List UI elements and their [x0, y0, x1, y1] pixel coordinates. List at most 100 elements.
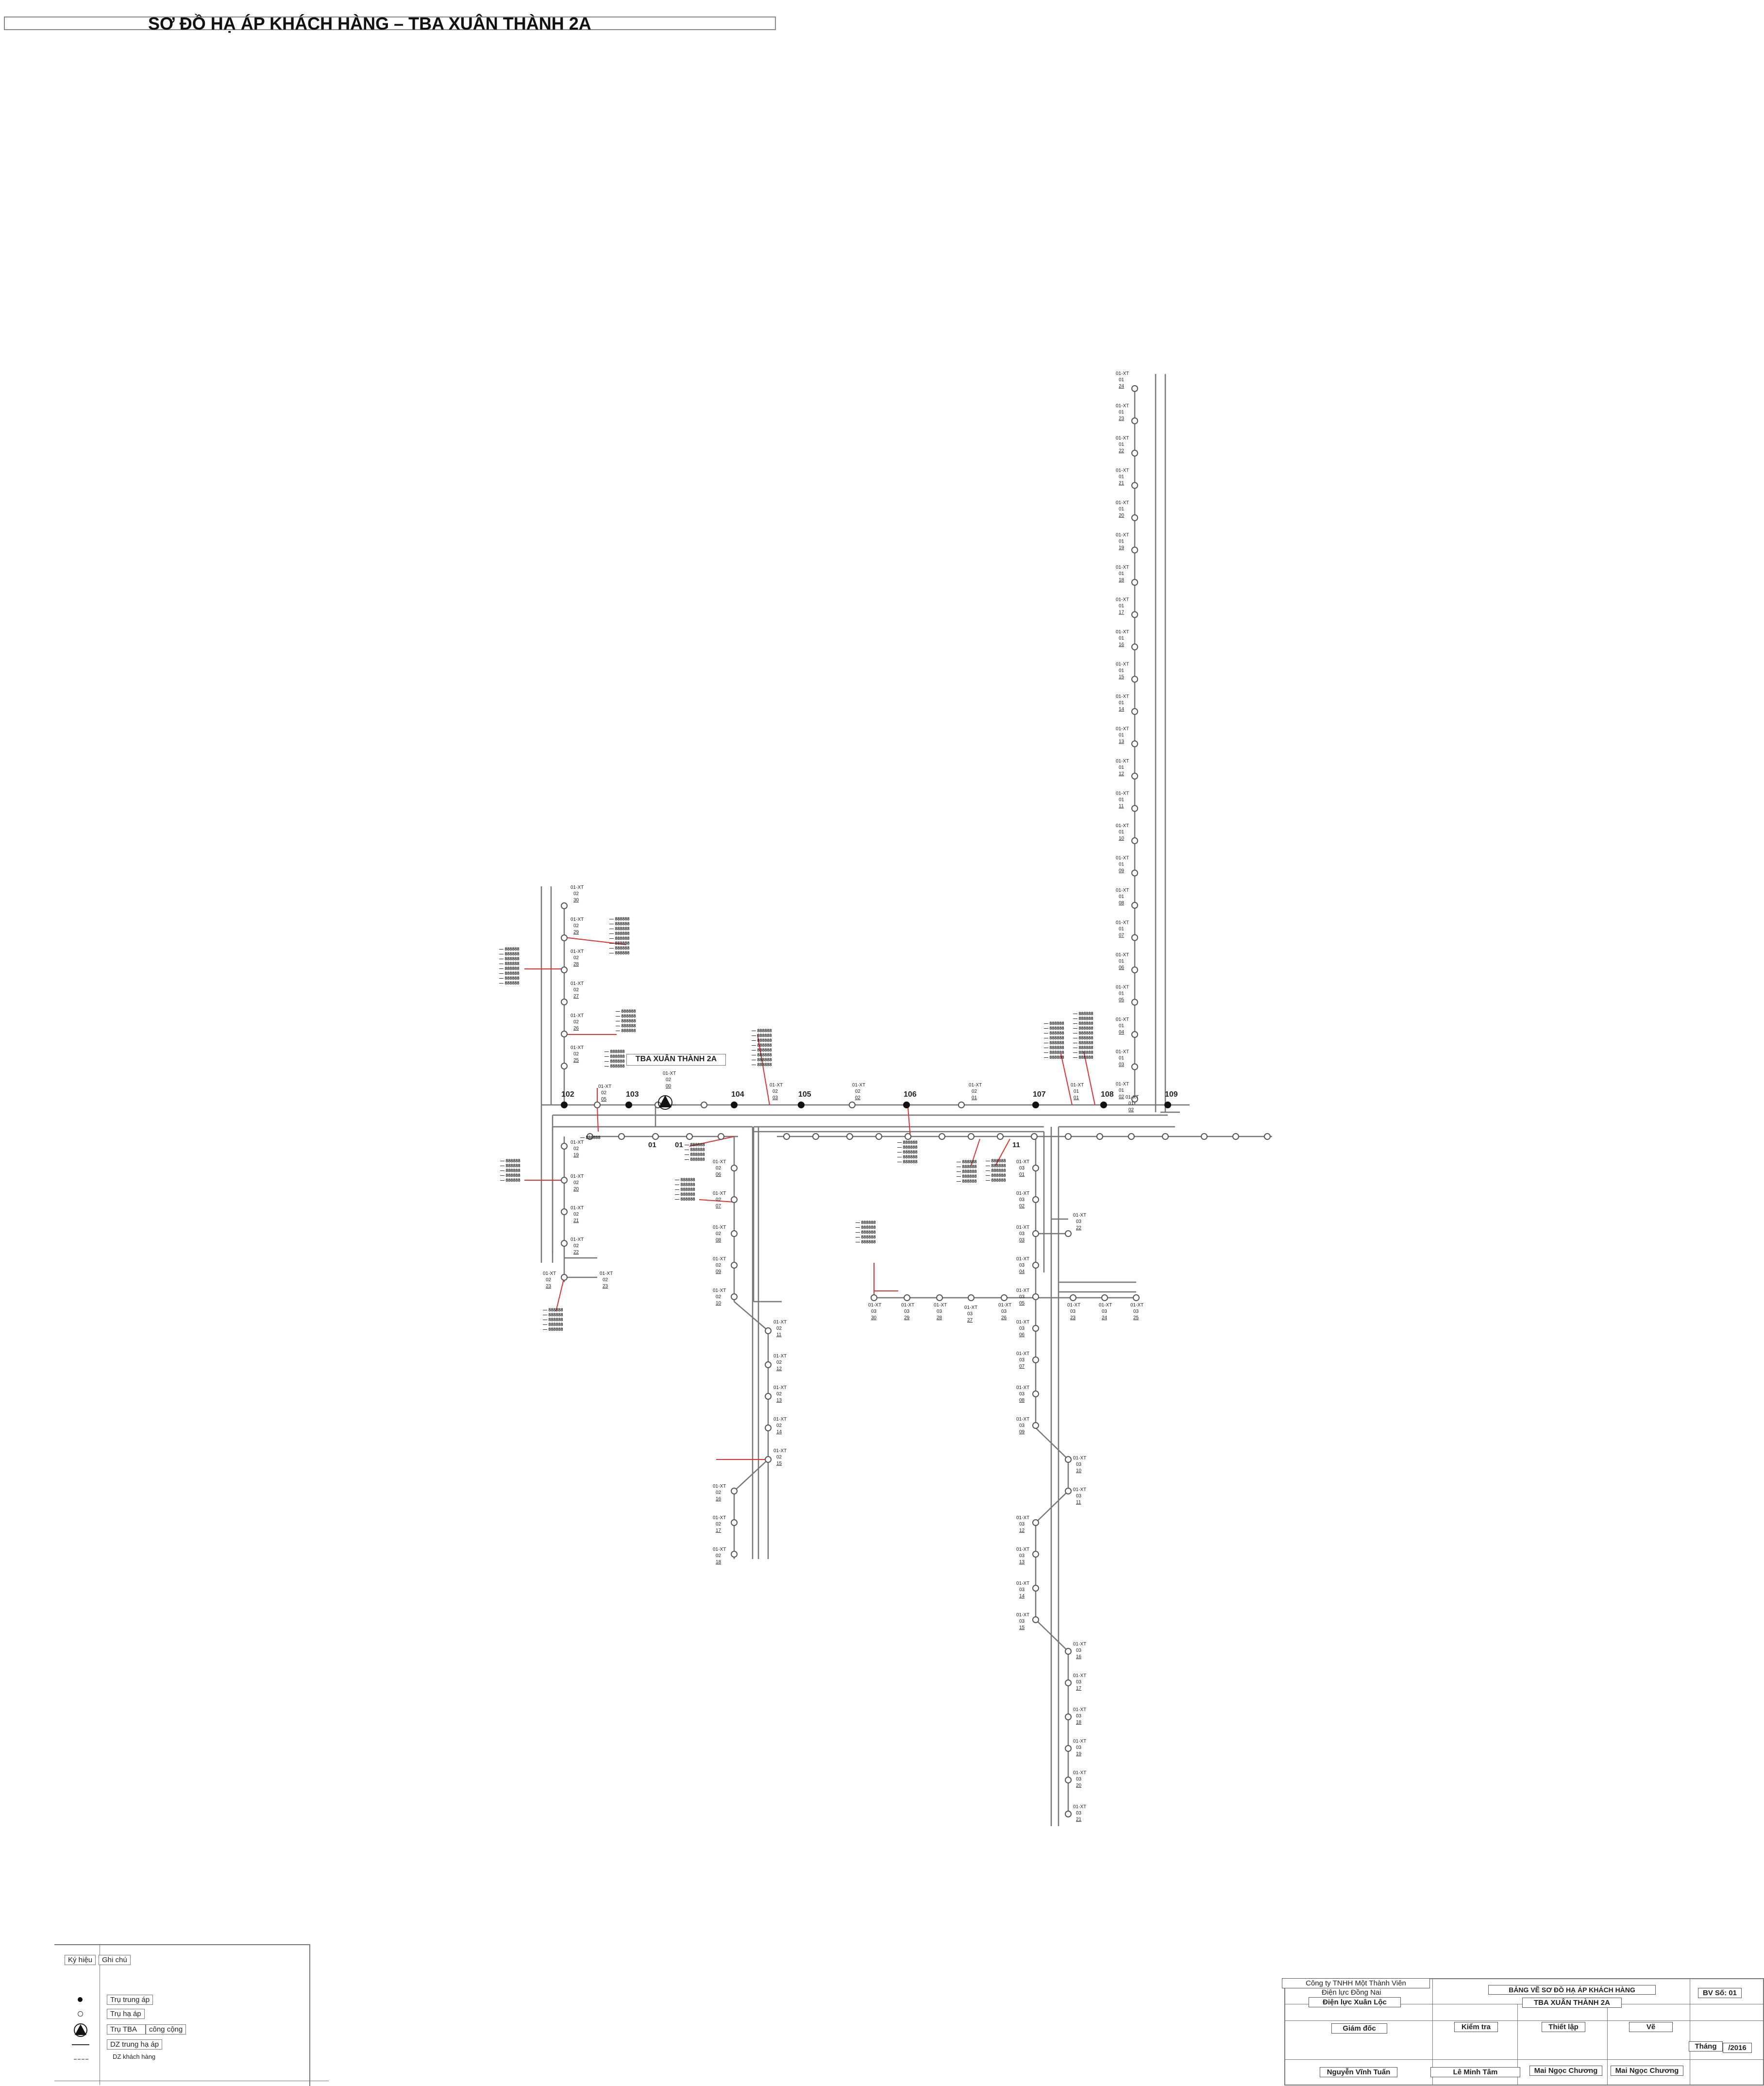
- north-pole-label: 01-XT: [1116, 985, 1129, 990]
- open-dot-icon: [78, 2011, 83, 2017]
- customer-code: — 888888: [605, 1054, 625, 1059]
- legend-item-lv-pole: Trụ hạ áp: [107, 2009, 145, 2019]
- north-pole-label: 22: [1119, 448, 1125, 454]
- trunk-pole-label: 01-XT: [663, 1071, 676, 1076]
- customer-code: — 888888: [1044, 1050, 1064, 1055]
- east-south-pole-label: 08: [1019, 1398, 1025, 1403]
- central-south-pole-label: 01-XT: [713, 1225, 726, 1230]
- transformer-icon: [659, 1095, 672, 1107]
- customer-code: — 888888: [499, 971, 520, 976]
- trunk-pole-label: 00: [666, 1084, 672, 1089]
- customer-code: — 888888: [685, 1142, 705, 1147]
- lv-pole-node: [686, 1133, 693, 1140]
- customer-code: — 888888: [986, 1168, 1006, 1173]
- lv-pole-node: [765, 1425, 772, 1431]
- east-south-pole-label: 01-XT: [1016, 1320, 1029, 1325]
- east-south-pole-label: 01-XT: [1016, 1547, 1029, 1552]
- legend-header-symbol: Ký hiệu: [65, 1955, 96, 1965]
- east-south-pole-label: 03: [1019, 1166, 1025, 1171]
- east-south-pole-label: 03: [1019, 1238, 1025, 1243]
- customer-code: — 888888: [856, 1220, 876, 1225]
- lv-pole-node: [1232, 1133, 1239, 1140]
- central-south-pole-label: 01-XT: [713, 1288, 726, 1293]
- east-south-pole-label: 01-XT: [1073, 1739, 1086, 1744]
- customer-code: — 888888: [543, 1317, 563, 1322]
- east-south-pole-label: 03: [1019, 1423, 1025, 1428]
- north-pole-label: 01: [1119, 377, 1125, 383]
- east-south-pole-label: 01-XT: [1016, 1159, 1029, 1165]
- trunk-pole-label: 01: [1074, 1095, 1079, 1101]
- customer-code: — 888888: [957, 1159, 977, 1164]
- central-south-pole-label: 09: [716, 1269, 722, 1274]
- network-line: [734, 1301, 769, 1331]
- lv-pole-node: [1032, 1422, 1039, 1429]
- mv-pole-number: 103: [626, 1090, 639, 1099]
- lv-pole-node: [1131, 1063, 1138, 1070]
- north-pole-label: 01-XT: [1116, 952, 1129, 958]
- network-line: [1035, 1491, 1069, 1523]
- lv-pole-node: [561, 999, 568, 1005]
- mv-pole-node: [1100, 1102, 1107, 1108]
- east-south-pole-label: 01-XT: [1073, 1707, 1086, 1713]
- east-west-pole-label: 25: [1133, 1315, 1139, 1321]
- lv-pole-node: [1065, 1713, 1072, 1720]
- north-pole-label: 12: [1119, 771, 1125, 777]
- central-south-pole-label: 01-XT: [773, 1448, 787, 1454]
- east-south-pole-label: 21: [1076, 1817, 1082, 1822]
- north-pole-label: 17: [1119, 610, 1125, 615]
- west-south-pole-label: 01-XT: [543, 1271, 556, 1276]
- lv-pole-node: [731, 1230, 738, 1237]
- customer-code: — 888888: [856, 1235, 876, 1239]
- customer-code: — 888888: [1044, 1021, 1064, 1026]
- north-pole-label: 01-XT: [1116, 727, 1129, 732]
- customer-code: — 888888: [609, 931, 630, 936]
- north-pole-label: 19: [1119, 545, 1125, 551]
- north-pole-label: 01: [1119, 894, 1125, 899]
- east-south-pole-label: 03: [1019, 1197, 1025, 1203]
- east-south-pole-label: 01-XT: [1016, 1256, 1029, 1262]
- customer-code: — 888888: [675, 1197, 695, 1202]
- east-south-pole-label: 09: [1019, 1429, 1025, 1435]
- west-south-pole-label: 23: [603, 1284, 608, 1289]
- lv-pole-node: [1131, 805, 1138, 812]
- east-south-pole-label: 03: [1019, 1357, 1025, 1363]
- title-block-hline-3: [1284, 2059, 1764, 2060]
- east-west-pole-label: 28: [937, 1315, 942, 1321]
- title-block-frame: [1284, 1978, 1764, 2086]
- customer-code: — 888888: [897, 1140, 918, 1145]
- customer-code: — 888888: [1044, 1045, 1064, 1050]
- west-pole-label: 30: [573, 898, 579, 903]
- customer-code: — 888888: [986, 1163, 1006, 1168]
- network-line: [1035, 1619, 1069, 1652]
- lv-pole-node: [765, 1327, 772, 1334]
- customer-line: [757, 1034, 770, 1105]
- west-south-pole-label: 02: [573, 1212, 579, 1217]
- customer-code: — 888888: [499, 966, 520, 971]
- lv-pole-node: [1065, 1777, 1072, 1783]
- east-south-pole-label: 01-XT: [1016, 1515, 1029, 1521]
- lv-pole-node: [904, 1294, 910, 1301]
- nodes: [561, 385, 1271, 1817]
- mv-pole-node: [798, 1102, 805, 1108]
- north-pole-label: 01: [1119, 604, 1125, 609]
- central-south-pole-label: 01-XT: [773, 1385, 787, 1391]
- north-pole-label: 24: [1119, 384, 1125, 389]
- east-south-pole-label: 01-XT: [1016, 1581, 1029, 1586]
- mv-pole-number: 108: [1101, 1090, 1114, 1099]
- east-south-pole-label: 01-XT: [1016, 1191, 1029, 1196]
- lv-pole-node: [1032, 1585, 1039, 1592]
- customer-code: — 888888: [752, 1057, 772, 1062]
- customer-code: — 888888: [609, 946, 630, 950]
- north-pole-label: 04: [1119, 1030, 1125, 1035]
- east-south-pole-label: 03: [1076, 1493, 1082, 1499]
- customer-code: — 888888: [609, 921, 630, 926]
- lv-pole-node: [1131, 579, 1138, 586]
- customer-code: — 888888: [957, 1169, 977, 1174]
- lv-pole-node: [1065, 1456, 1072, 1463]
- west-south-pole-label: 02: [573, 1180, 579, 1186]
- lv-pole-node: [1131, 514, 1138, 521]
- lv-pole-node: [1032, 1230, 1039, 1237]
- east-west-pole-label: 01-XT: [901, 1303, 914, 1308]
- east-south-pole-label: 02: [1019, 1204, 1025, 1209]
- legend-item-mv-line: DZ trung hạ áp: [107, 2039, 163, 2050]
